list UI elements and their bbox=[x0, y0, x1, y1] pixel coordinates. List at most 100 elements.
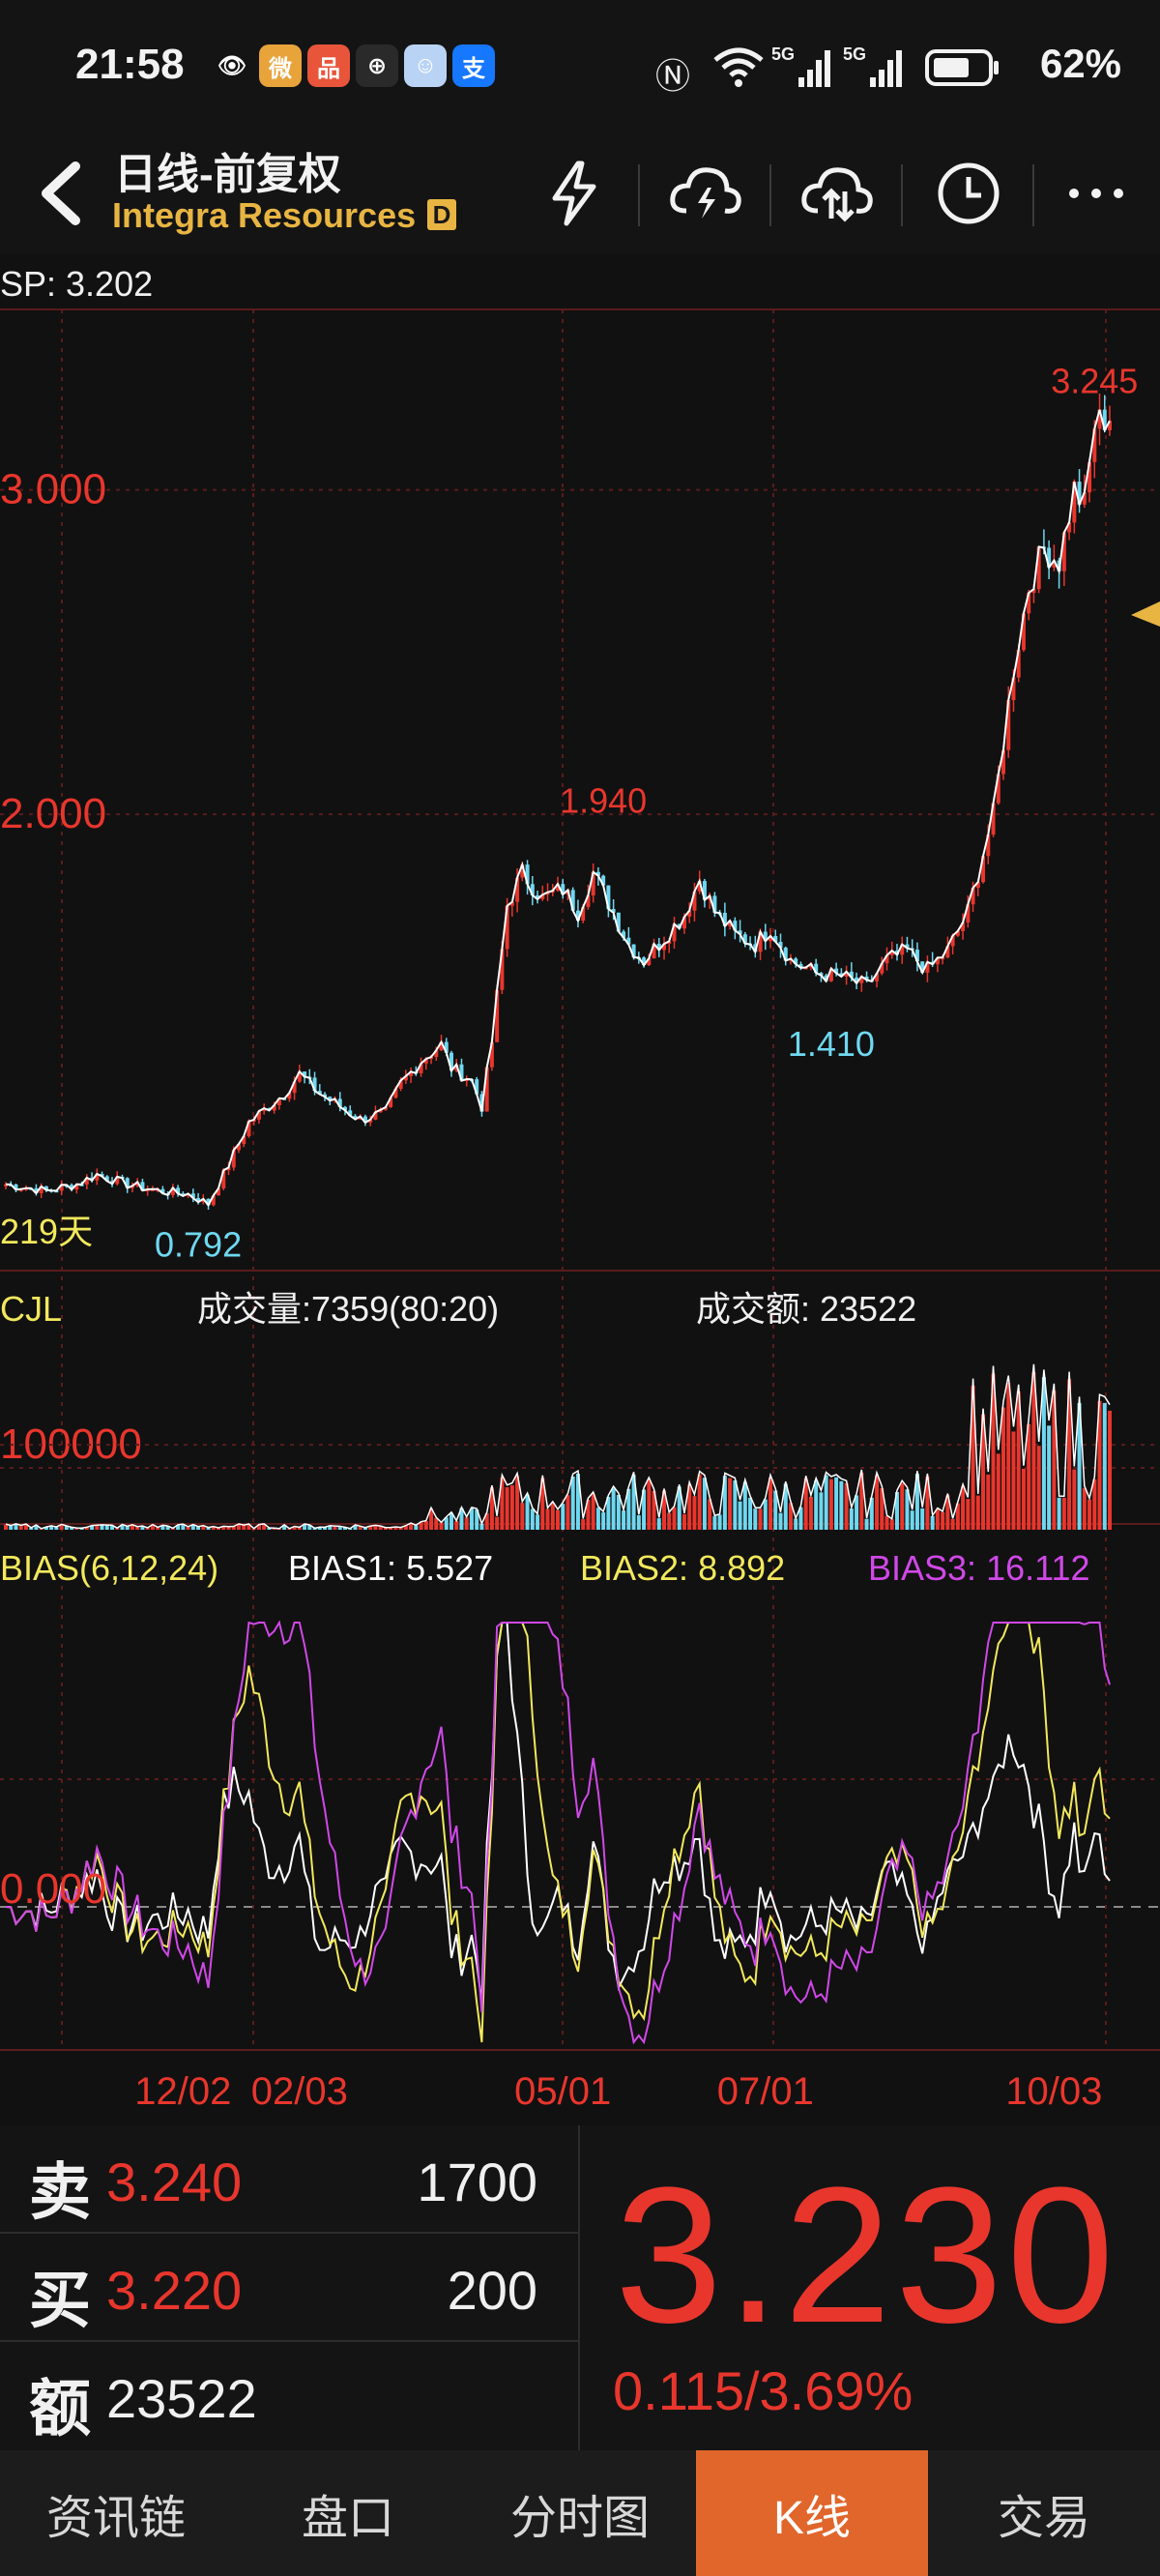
svg-text:5G: 5G bbox=[843, 44, 866, 64]
volume-bar bbox=[115, 1528, 120, 1530]
candle-body bbox=[763, 931, 768, 942]
tab-news-chain[interactable]: 资讯链 bbox=[45, 2493, 186, 2544]
volume-bar bbox=[342, 1527, 347, 1530]
amount-row: 额 23522 bbox=[0, 2342, 578, 2448]
volume-bar bbox=[454, 1521, 459, 1530]
volume-bar bbox=[622, 1510, 626, 1530]
price-annotation: 3.245 bbox=[1051, 361, 1138, 400]
volume-bar bbox=[672, 1507, 677, 1530]
volume-bar bbox=[950, 1518, 955, 1530]
candle-body bbox=[828, 968, 833, 981]
candle-body bbox=[201, 1198, 206, 1203]
volume-bar bbox=[1082, 1487, 1087, 1530]
volume-bar bbox=[242, 1525, 246, 1530]
volume-bar bbox=[1061, 1497, 1066, 1530]
volume-bar bbox=[262, 1524, 267, 1530]
volume-bar bbox=[211, 1526, 216, 1530]
volume-bar bbox=[556, 1509, 560, 1530]
candle-body bbox=[398, 1080, 403, 1089]
volume-bar bbox=[869, 1497, 874, 1530]
buy-row[interactable]: 买 3.220 200 bbox=[0, 2234, 578, 2342]
volume-bar bbox=[975, 1495, 980, 1530]
app-blue-icon: ☺ bbox=[404, 44, 447, 87]
volume-bar bbox=[206, 1527, 211, 1530]
flash-icon[interactable] bbox=[536, 155, 613, 232]
volume-bar bbox=[626, 1488, 631, 1530]
candle-body bbox=[536, 894, 540, 899]
volume-bar bbox=[323, 1527, 328, 1530]
candle-body bbox=[631, 944, 636, 958]
volume-bar bbox=[662, 1490, 667, 1530]
candle-body bbox=[1088, 461, 1092, 493]
volume-bar bbox=[656, 1518, 661, 1530]
volume-bar bbox=[763, 1499, 768, 1530]
candle-body bbox=[312, 1077, 317, 1092]
back-arrow-icon[interactable] bbox=[25, 155, 93, 232]
bias2-label: BIAS2: 8.892 bbox=[580, 1548, 785, 1588]
candle-body bbox=[889, 951, 894, 955]
more-icon[interactable] bbox=[1058, 155, 1135, 232]
volume-bar bbox=[859, 1472, 864, 1530]
volume-bar bbox=[773, 1490, 778, 1530]
candle-body bbox=[434, 1050, 439, 1058]
candle-body bbox=[991, 803, 996, 835]
volume-bar bbox=[591, 1493, 595, 1530]
candle-body bbox=[95, 1174, 100, 1181]
sell-row[interactable]: 卖 3.240 1700 bbox=[0, 2125, 578, 2234]
volume-bar bbox=[489, 1487, 494, 1530]
candle-body bbox=[1067, 522, 1072, 533]
candle-body bbox=[39, 1186, 44, 1193]
candle-body bbox=[824, 975, 828, 981]
volume-bar bbox=[905, 1489, 910, 1530]
app-red-icon: 品 bbox=[307, 44, 350, 87]
kline-chart-area[interactable]: 3.000 2.000 3.245 1.940 1.410 0.792 100000 0… bbox=[0, 253, 1160, 2125]
volume-bar bbox=[292, 1526, 297, 1530]
tab-order-book[interactable]: 盘口 bbox=[301, 2493, 394, 2544]
volume-bar bbox=[1021, 1468, 1026, 1530]
volume-bar bbox=[495, 1516, 500, 1530]
alipay-icon: 支 bbox=[452, 44, 495, 87]
volume-bar bbox=[414, 1525, 419, 1530]
tab-trade[interactable]: 交易 bbox=[997, 2493, 1090, 2544]
volume-bar bbox=[941, 1511, 945, 1530]
volume-bar bbox=[566, 1495, 570, 1530]
volume-bar bbox=[1041, 1377, 1046, 1530]
last-price: 3.230 bbox=[615, 2148, 1118, 2363]
stock-name[interactable]: Integra Resources bbox=[112, 195, 417, 235]
candle-body bbox=[256, 1111, 261, 1120]
candle-body bbox=[231, 1150, 236, 1168]
candle-body bbox=[337, 1098, 342, 1107]
volume-bar bbox=[819, 1492, 824, 1530]
volume-bar bbox=[226, 1526, 231, 1530]
volume-bar bbox=[961, 1486, 966, 1530]
candle-body bbox=[1011, 677, 1016, 701]
candle-body bbox=[778, 942, 783, 949]
volume-bar bbox=[712, 1516, 717, 1530]
volume-bar bbox=[186, 1526, 190, 1530]
volume-bar bbox=[884, 1515, 889, 1530]
candle-body bbox=[814, 963, 819, 974]
volume-bar bbox=[611, 1488, 616, 1530]
candle-body bbox=[181, 1193, 186, 1196]
candle-body bbox=[489, 1041, 494, 1068]
cloud-upload-icon[interactable] bbox=[798, 155, 876, 232]
candle-body bbox=[692, 892, 697, 911]
clock-icon[interactable] bbox=[930, 155, 1007, 232]
candle-body bbox=[1031, 589, 1036, 594]
candle-body bbox=[444, 1041, 449, 1053]
volume-bar bbox=[996, 1453, 1000, 1530]
volume-bar bbox=[23, 1524, 28, 1530]
volume-bar bbox=[636, 1515, 641, 1530]
candle-body bbox=[1108, 421, 1112, 430]
tab-intraday[interactable]: 分时图 bbox=[509, 2493, 650, 2544]
candle-body bbox=[581, 906, 586, 922]
candle-body bbox=[722, 912, 727, 926]
cloud-download-icon[interactable] bbox=[667, 155, 744, 232]
candle-body bbox=[190, 1193, 195, 1198]
candle-body bbox=[586, 895, 591, 907]
volume-bar bbox=[1011, 1431, 1016, 1530]
tab-kline[interactable]: K线 bbox=[696, 2450, 928, 2576]
volume-bar bbox=[981, 1414, 986, 1530]
volume-bar bbox=[794, 1518, 798, 1530]
